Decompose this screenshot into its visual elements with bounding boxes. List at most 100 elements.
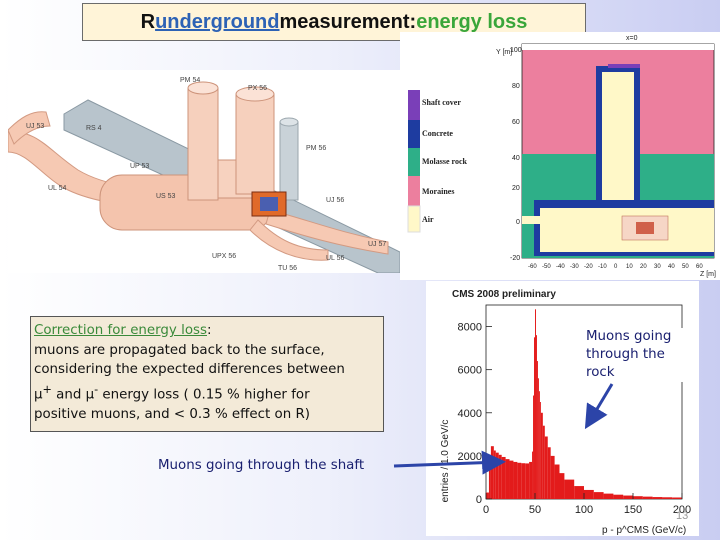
legend-swatch-air bbox=[407, 205, 421, 233]
slide-title: R underground measurement: energy loss bbox=[82, 3, 586, 41]
histogram-bar bbox=[534, 337, 535, 499]
histogram-bar bbox=[550, 455, 555, 499]
histogram-bar bbox=[509, 460, 514, 499]
correction-line-4: positive muons, and < 0.3 % effect on R) bbox=[34, 406, 310, 422]
legend-swatch-shaft-cover bbox=[408, 90, 420, 120]
shaft-x-tick: 30 bbox=[654, 264, 661, 270]
y-tick-label: 4000 bbox=[458, 408, 482, 420]
page-number: 13 bbox=[676, 510, 689, 522]
label-us53: US 53 bbox=[156, 193, 176, 200]
label-uj56: UJ 56 bbox=[326, 197, 344, 204]
histogram-bar bbox=[537, 378, 539, 499]
correction-line-2: considering the expected differences bet… bbox=[34, 362, 345, 378]
legend-swatch-moraines bbox=[408, 176, 420, 206]
shaft-x-label: Z [m] bbox=[700, 271, 716, 278]
label-ul56: UL 56 bbox=[326, 255, 345, 262]
and-text: and bbox=[51, 387, 86, 403]
correction-textbox: Correction for energy loss: muons are pr… bbox=[30, 316, 384, 432]
correction-heading: Correction for energy loss bbox=[34, 323, 207, 338]
histogram-bar bbox=[538, 391, 540, 499]
label-px56: PX 56 bbox=[248, 85, 267, 92]
histogram-bar bbox=[603, 493, 614, 499]
shaft-x-tick: 50 bbox=[682, 264, 689, 270]
shaft-y-tick: 20 bbox=[512, 185, 520, 192]
histogram-bar bbox=[574, 486, 584, 499]
shaft-y-tick: 80 bbox=[512, 83, 520, 90]
minus-sign: - bbox=[94, 382, 99, 396]
histogram-bar bbox=[525, 463, 530, 499]
histogram-bar bbox=[642, 496, 653, 499]
x-tick-label: 50 bbox=[529, 504, 541, 516]
cavern-layout-image: PM 54 PX 56 UJ 53 RS 4 UP 53 PM 56 UL 54… bbox=[7, 70, 401, 274]
histogram-bar bbox=[554, 464, 560, 499]
histogram-bar bbox=[533, 395, 535, 499]
correction-line-3: μ+ and μ- energy loss ( 0.15 % higher fo… bbox=[34, 380, 379, 405]
label-upx56: UPX 56 bbox=[212, 253, 236, 260]
label-tu56: TU 56 bbox=[278, 265, 297, 272]
line3-rest: energy loss ( 0.15 % higher for bbox=[98, 387, 310, 403]
correction-heading-colon: : bbox=[206, 323, 212, 338]
shaft-x-tick: 0 bbox=[614, 264, 618, 270]
histogram-bar bbox=[544, 436, 548, 499]
legend-swatch-molasse bbox=[408, 148, 420, 176]
x-tick-label: 200 bbox=[673, 504, 691, 516]
histogram-bar bbox=[584, 489, 594, 499]
histogram-bar bbox=[542, 425, 545, 499]
shaft-x-tick: 10 bbox=[626, 264, 633, 270]
mu-symbol: μ bbox=[34, 387, 43, 403]
shaft-y-tick: 40 bbox=[512, 155, 520, 162]
shaft-x-tick: -50 bbox=[542, 264, 551, 270]
histogram-bar bbox=[613, 494, 624, 499]
shaft-y-tick: 60 bbox=[512, 119, 520, 126]
chart-x-label: p - p^CMS (GeV/c) bbox=[602, 525, 686, 536]
histogram-bar bbox=[501, 456, 506, 499]
callout-shaft: Muons going through the shaft bbox=[158, 458, 365, 473]
shaft-x-tick: 60 bbox=[696, 264, 703, 270]
shaft-geometry-model: Shaft cover Concrete Molasse rock Morain… bbox=[400, 32, 720, 280]
callout-rock: Muons going through the rock bbox=[586, 328, 684, 382]
label-rs4: RS 4 bbox=[86, 125, 102, 132]
y-tick-label: 0 bbox=[476, 494, 482, 506]
histogram-bar bbox=[529, 461, 533, 499]
energy-loss-histogram: 0 50 100 150 200 0 2000 4000 6000 8000 CMS 2008 p… bbox=[426, 281, 699, 536]
title-underground: underground bbox=[155, 10, 280, 33]
y-tick-label: 6000 bbox=[458, 365, 482, 377]
histogram-bar bbox=[505, 459, 510, 499]
histogram-bar bbox=[559, 473, 565, 499]
histogram-bar bbox=[593, 492, 604, 499]
legend-label-moraines: Moraines bbox=[422, 187, 454, 196]
y-tick-label: 2000 bbox=[458, 451, 482, 463]
shaft-x-tick: -20 bbox=[584, 264, 593, 270]
histogram-bar bbox=[532, 451, 534, 499]
histogram-bar bbox=[486, 492, 489, 499]
x-tick-label: 0 bbox=[483, 504, 489, 516]
y-tick-label: 8000 bbox=[458, 322, 482, 334]
histogram-bar bbox=[623, 495, 633, 499]
shaft-x-tick: -30 bbox=[570, 264, 579, 270]
shaft-x-tick: 20 bbox=[640, 264, 647, 270]
shaft-y-label: Y [m] bbox=[496, 49, 512, 56]
histogram-bar bbox=[539, 402, 541, 499]
chart-y-label: entries / 1.0 GeV/c bbox=[440, 420, 451, 503]
histogram-bar bbox=[517, 462, 522, 499]
cavern-drawing: PM 54 PX 56 UJ 53 RS 4 UP 53 PM 56 UL 54… bbox=[7, 70, 401, 274]
legend-label-molasse: Molasse rock bbox=[422, 157, 468, 166]
legend-label-concrete: Concrete bbox=[422, 129, 453, 138]
shaft-y-tick: 100 bbox=[510, 47, 522, 54]
plus-sign: + bbox=[42, 382, 52, 396]
shaft-y-tick: 0 bbox=[516, 219, 520, 226]
label-uj53: UJ 53 bbox=[26, 123, 44, 130]
histogram-bar bbox=[521, 463, 526, 499]
mu-symbol: μ bbox=[85, 387, 95, 403]
shaft-y-tick: -20 bbox=[510, 255, 520, 262]
label-pm54: PM 54 bbox=[180, 77, 200, 84]
histogram-bar bbox=[547, 447, 551, 499]
x-tick-label: 100 bbox=[575, 504, 593, 516]
histogram-bar bbox=[652, 497, 663, 499]
label-pm56: PM 56 bbox=[306, 145, 326, 152]
histogram-bar bbox=[662, 497, 673, 499]
title-middle: measurement: bbox=[279, 10, 417, 33]
